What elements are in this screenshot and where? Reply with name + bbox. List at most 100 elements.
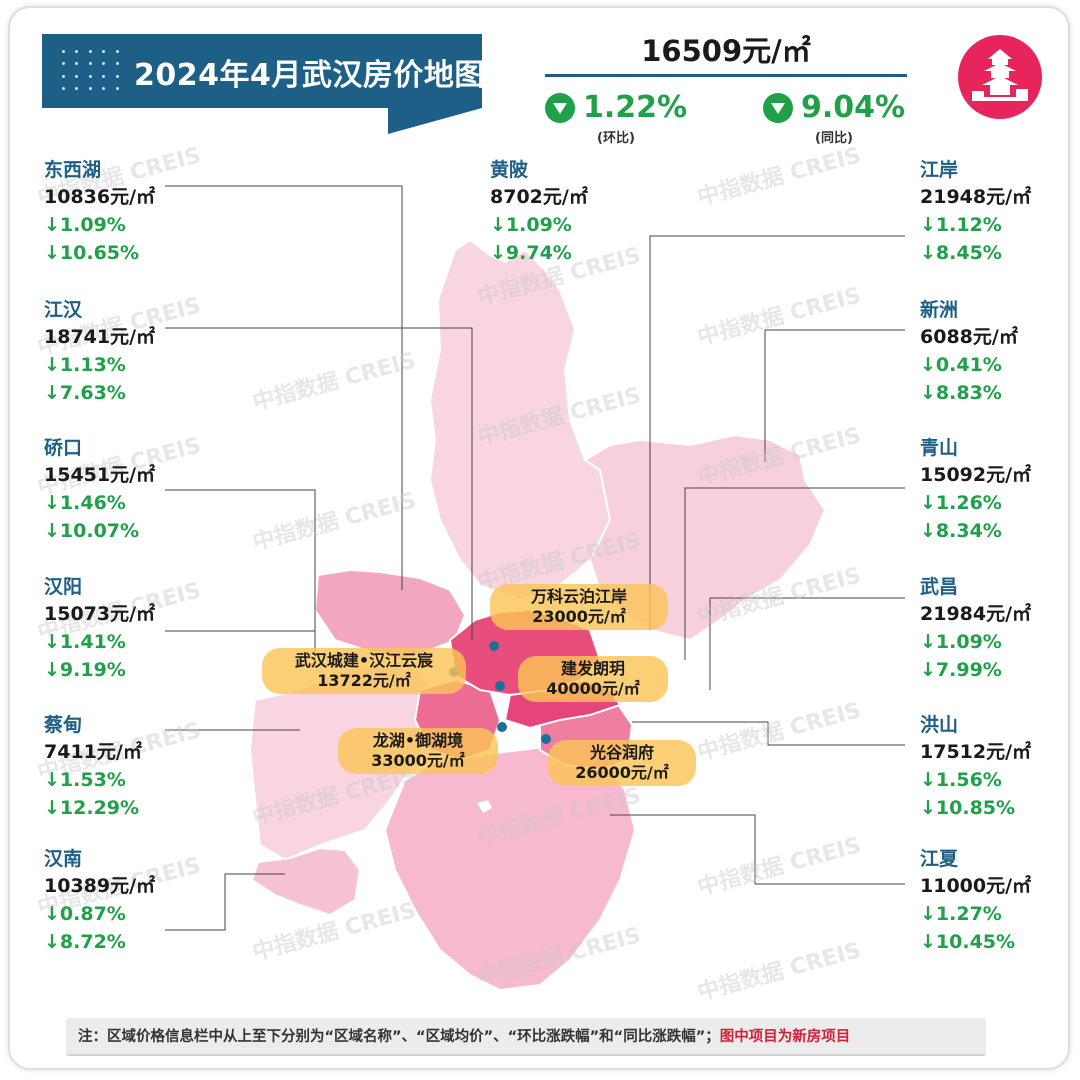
district-mom: ↓1.41%	[44, 631, 126, 653]
district-name: 洪山	[920, 714, 959, 736]
district-price: 15073元/㎡	[44, 603, 156, 625]
district-mom: ↓1.09%	[44, 214, 126, 236]
watermark-text: 中指数据 CREIS	[695, 282, 864, 351]
district-yoy: ↓10.07%	[44, 520, 140, 542]
mom-change: 1.22% (环比)	[545, 90, 715, 146]
district-name: 青山	[920, 437, 959, 459]
district-card-jianghan: 江汉 18741元/㎡ ↓1.13% ↓7.63%	[44, 296, 234, 407]
district-price: 10389元/㎡	[44, 875, 156, 897]
district-mom: ↓1.09%	[920, 631, 1002, 653]
watermark-text: 中指数据 CREIS	[695, 142, 864, 211]
mom-value: 1.22%	[583, 90, 688, 125]
leader-lines	[165, 185, 905, 931]
project-label-guanggu: 光谷润府 26000元/㎡	[548, 740, 696, 786]
district-yoy: ↓8.83%	[920, 382, 1002, 404]
watermark-text: 中指数据 CREIS	[250, 347, 419, 416]
district-card-xinzhou: 新洲 6088元/㎡ ↓0.41% ↓8.83%	[920, 296, 1070, 407]
district-mom: ↓1.56%	[920, 769, 1002, 791]
mom-label: (环比)	[597, 131, 635, 146]
district-name: 黄陂	[490, 159, 529, 181]
district-yoy: ↓9.74%	[490, 242, 572, 264]
district-name: 硚口	[44, 437, 83, 459]
project-name: 万科云泊江岸	[530, 587, 627, 606]
footnote-bar: 注：区域价格信息栏中从上至下分别为“区域名称”、“区域均价”、“环比涨跌幅”和“…	[66, 1018, 986, 1056]
project-name: 光谷润府	[589, 743, 654, 762]
district-name: 江汉	[44, 299, 83, 321]
district-card-huangpi: 黄陂 8702元/㎡ ↓1.09% ↓9.74%	[490, 156, 680, 267]
district-price: 21984元/㎡	[920, 603, 1032, 625]
divider	[545, 74, 907, 77]
district-name: 蔡甸	[44, 714, 83, 736]
district-yoy: ↓8.34%	[920, 520, 1002, 542]
district-yoy: ↓7.99%	[920, 659, 1002, 681]
project-name: 龙湖•御湖境	[372, 731, 464, 750]
project-name: 武汉城建•汉江云宸	[294, 651, 434, 670]
lake-shape	[477, 800, 492, 813]
project-price: 40000元/㎡	[546, 679, 640, 698]
district-yoy: ↓7.63%	[44, 382, 126, 404]
district-shape-jiangxia	[383, 743, 637, 992]
district-yoy: ↓8.45%	[920, 242, 1002, 264]
footnote-text: 注：区域价格信息栏中从上至下分别为“区域名称”、“区域均价”、“环比涨跌幅”和“…	[78, 1029, 720, 1045]
district-card-hannan: 汉南 10389元/㎡ ↓0.87% ↓8.72%	[44, 845, 234, 956]
project-label-wuhan-urban: 武汉城建•汉江云宸 13722元/㎡	[262, 648, 466, 694]
title-banner-tail	[388, 108, 482, 134]
project-label-vanke: 万科云泊江岸 23000元/㎡	[490, 584, 668, 630]
watermark-text: 中指数据 CREIS	[695, 937, 864, 1006]
watermark-text: 中指数据 CREIS	[695, 832, 864, 901]
district-card-qingshan: 青山 15092元/㎡ ↓1.26% ↓8.34%	[920, 434, 1070, 545]
yellow-crane-tower-icon	[958, 35, 1042, 119]
district-yoy: ↓8.72%	[44, 931, 126, 953]
district-shape-hannan	[250, 846, 362, 917]
district-name: 汉阳	[44, 576, 83, 598]
district-mom: ↓1.09%	[490, 214, 572, 236]
district-price: 8702元/㎡	[490, 186, 588, 208]
city-average-block: 16509元/㎡ 1.22% (环比) 9.04% (同比)	[545, 28, 907, 146]
district-mom: ↓1.26%	[920, 492, 1002, 514]
city-average-price: 16509元/㎡	[641, 34, 811, 68]
district-mom: ↓1.13%	[44, 354, 126, 376]
district-card-jiangxia: 江夏 11000元/㎡ ↓1.27% ↓10.45%	[920, 845, 1070, 956]
district-price: 7411元/㎡	[44, 741, 142, 763]
district-card-wuchang: 武昌 21984元/㎡ ↓1.09% ↓7.99%	[920, 573, 1070, 684]
dot-grid-decoration	[60, 48, 124, 94]
district-name: 江岸	[920, 159, 959, 181]
district-card-caidian: 蔡甸 7411元/㎡ ↓1.53% ↓12.29%	[44, 711, 234, 822]
district-price: 10836元/㎡	[44, 186, 156, 208]
district-yoy: ↓10.85%	[920, 797, 1016, 819]
project-price: 13722元/㎡	[317, 671, 411, 690]
district-name: 汉南	[44, 848, 83, 870]
district-mom: ↓0.87%	[44, 903, 126, 925]
district-price: 21948元/㎡	[920, 186, 1032, 208]
down-triangle-circle-icon	[545, 92, 575, 123]
district-mom: ↓1.46%	[44, 492, 126, 514]
district-price: 17512元/㎡	[920, 741, 1032, 763]
district-mom: ↓0.41%	[920, 354, 1002, 376]
district-yoy: ↓10.65%	[44, 242, 140, 264]
watermark-text: 中指数据 CREIS	[695, 697, 864, 766]
project-label-longhu: 龙湖•御湖境 33000元/㎡	[338, 728, 498, 774]
district-yoy: ↓9.19%	[44, 659, 126, 681]
down-triangle-circle-icon	[763, 92, 793, 123]
district-price: 11000元/㎡	[920, 875, 1032, 897]
district-name: 江夏	[920, 848, 959, 870]
district-card-hongshan: 洪山 17512元/㎡ ↓1.56% ↓10.85%	[920, 711, 1070, 822]
district-price: 6088元/㎡	[920, 326, 1018, 348]
district-shape-dongxihu	[313, 568, 467, 662]
district-card-qiaokou: 硚口 15451元/㎡ ↓1.46% ↓10.07%	[44, 434, 234, 545]
district-name: 新洲	[920, 299, 959, 321]
district-price: 18741元/㎡	[44, 326, 156, 348]
footnote-highlight: 图中项目为新房项目	[719, 1029, 851, 1045]
project-label-jianfa: 建发朗玥 40000元/㎡	[518, 656, 668, 702]
district-name: 东西湖	[44, 159, 102, 181]
district-mom: ↓1.12%	[920, 214, 1002, 236]
district-card-jiangan: 江岸 21948元/㎡ ↓1.12% ↓8.45%	[920, 156, 1070, 267]
district-yoy: ↓12.29%	[44, 797, 140, 819]
district-card-hanyang: 汉阳 15073元/㎡ ↓1.41% ↓9.19%	[44, 573, 234, 684]
watermark-text: 中指数据 CREIS	[250, 487, 419, 556]
yoy-label: (同比)	[815, 131, 853, 146]
district-name: 武昌	[920, 576, 959, 598]
title-banner: 2024年4月武汉房价地图	[42, 34, 484, 108]
district-yoy: ↓10.45%	[920, 931, 1016, 953]
